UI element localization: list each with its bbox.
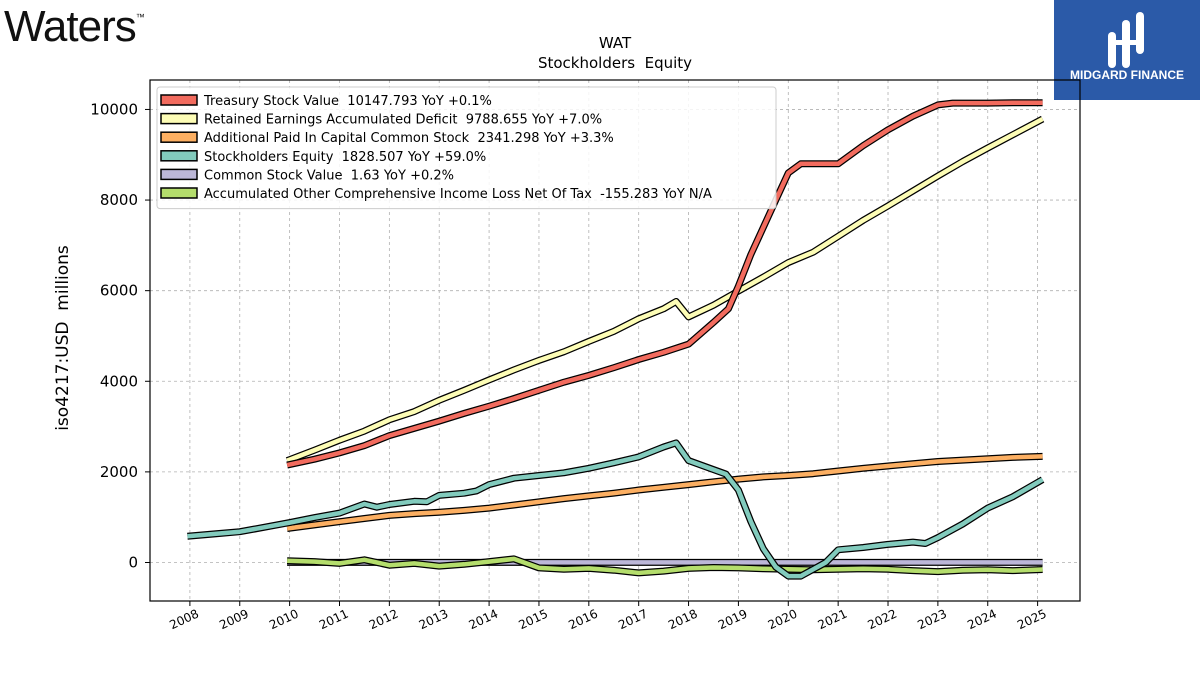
legend-swatch-common <box>160 168 198 181</box>
x-tick-label: 2022 <box>866 607 900 633</box>
x-tick-label: 2024 <box>965 607 999 633</box>
midgard-emblem-icon <box>1108 12 1144 68</box>
legend-swatch-retained <box>160 112 198 125</box>
x-tick-label: 2016 <box>566 607 600 633</box>
x-tick-label: 2019 <box>716 607 750 633</box>
x-tick-label: 2018 <box>666 607 700 633</box>
y-tick-label: 2000 <box>100 463 138 481</box>
x-tick-label: 2012 <box>367 607 401 633</box>
midgard-finance-logo: MIDGARD FINANCE <box>1054 0 1200 100</box>
plot-frame <box>149 79 1081 602</box>
trademark-mark: ™ <box>135 12 145 22</box>
legend-label-treasury: Treasury Stock Value 10147.793 YoY +0.1% <box>203 94 492 109</box>
series-line-apic <box>286 454 1043 531</box>
waters-logo: Waters™ <box>4 2 145 52</box>
y-tick-label: 8000 <box>100 191 138 209</box>
legend-swatch-apic <box>160 131 198 143</box>
x-tick-label: 2010 <box>267 607 301 633</box>
legend-label-aoci: Accumulated Other Comprehensive Income L… <box>204 187 712 202</box>
legend-box <box>156 86 777 210</box>
y-tick-label: 6000 <box>100 282 138 300</box>
series-line-equity <box>187 440 1044 579</box>
y-axis-label: iso4217:USD millions <box>53 245 73 431</box>
y-tick-label: 0 <box>128 553 138 571</box>
legend-swatch-aoci <box>160 187 198 199</box>
series-line-aoci <box>287 556 1043 576</box>
legend-swatch-treasury <box>160 94 198 106</box>
y-tick-label: 10000 <box>90 100 138 118</box>
x-tick-label: 2020 <box>766 607 800 633</box>
series-line-retained <box>286 117 1044 463</box>
chart-subtitle: Stockholders Equity <box>538 54 692 72</box>
legend: Treasury Stock Value 10147.793 YoY +0.1%… <box>156 86 777 210</box>
x-tick-label: 2008 <box>167 607 201 633</box>
x-tick-label: 2015 <box>516 607 550 633</box>
waters-logo-text: Waters <box>4 2 137 51</box>
legend-swatch-equity <box>160 150 198 162</box>
x-tick-label: 2023 <box>915 607 949 633</box>
legend-label-common: Common Stock Value 1.63 YoY +0.2% <box>204 168 454 183</box>
x-tick-label: 2009 <box>217 607 251 633</box>
x-tick-label: 2013 <box>417 607 451 633</box>
x-tick-label: 2017 <box>616 607 650 633</box>
series-line-treasury <box>286 100 1043 468</box>
legend-label-apic: Additional Paid In Capital Common Stock … <box>204 131 614 146</box>
x-tick-label: 2011 <box>317 607 351 633</box>
x-tick-label: 2014 <box>467 607 501 633</box>
x-tick-label: 2025 <box>1015 607 1049 633</box>
y-tick-label: 4000 <box>100 372 138 390</box>
x-tick-label: 2021 <box>816 607 850 633</box>
legend-label-equity: Stockholders Equity 1828.507 YoY +59.0% <box>204 150 486 165</box>
midgard-finance-name: MIDGARD FINANCE <box>1070 68 1184 82</box>
chart-title: WAT <box>599 34 632 52</box>
legend-label-retained: Retained Earnings Accumulated Deficit 97… <box>204 113 602 128</box>
series-lines <box>187 99 1045 580</box>
series-outline-apic <box>286 452 1043 532</box>
